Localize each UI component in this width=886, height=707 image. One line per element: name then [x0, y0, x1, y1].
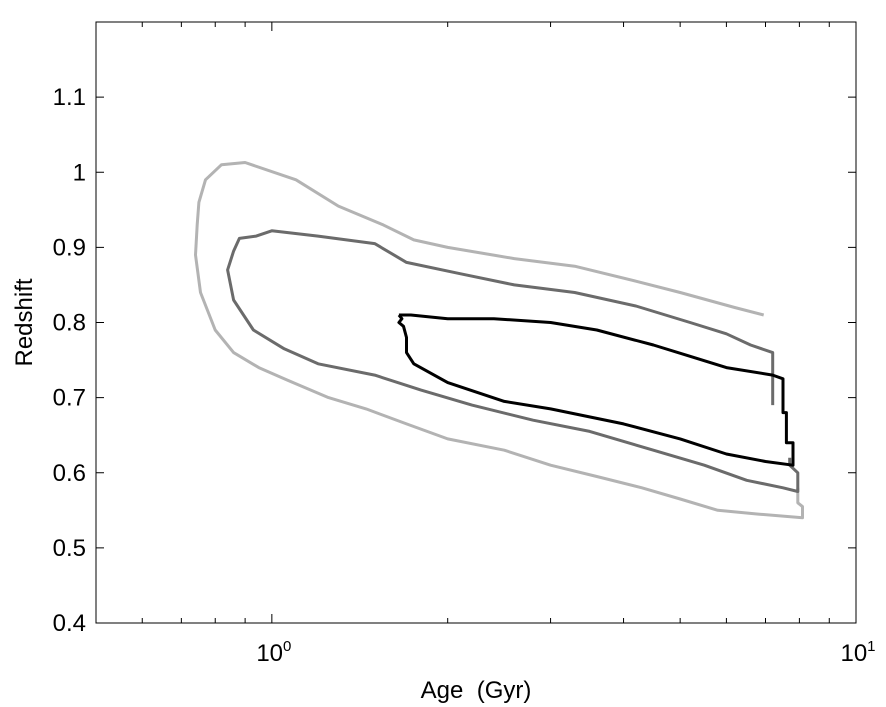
plot-frame: [95, 21, 857, 624]
y-tick-label: 0.7: [53, 385, 86, 412]
y-tick-label: 1: [73, 159, 86, 186]
axis-ticks: [96, 22, 857, 624]
x-tick-label: 101: [840, 638, 875, 667]
y-tick-label: 0.4: [53, 610, 86, 637]
x-tick-label: 100: [256, 638, 291, 667]
y-tick-label: 0.6: [53, 460, 86, 487]
contour-line-2: [226, 229, 800, 493]
x-axis-label: Age (Gyr): [421, 677, 532, 704]
contour-series-group: [194, 161, 804, 520]
y-tick-label: 0.9: [53, 234, 86, 261]
y-tick-label: 1.1: [53, 84, 86, 111]
contour-line-1: [194, 161, 804, 520]
y-axis-label: Redshift: [11, 278, 38, 366]
contour-line-3: [397, 313, 795, 467]
axis-tick-labels: 0.4 0.5 0.6 0.7 0.8 0.9 1 1.1 100 101: [53, 84, 876, 667]
y-tick-label: 0.5: [53, 535, 86, 562]
y-tick-label: 0.8: [53, 310, 86, 337]
